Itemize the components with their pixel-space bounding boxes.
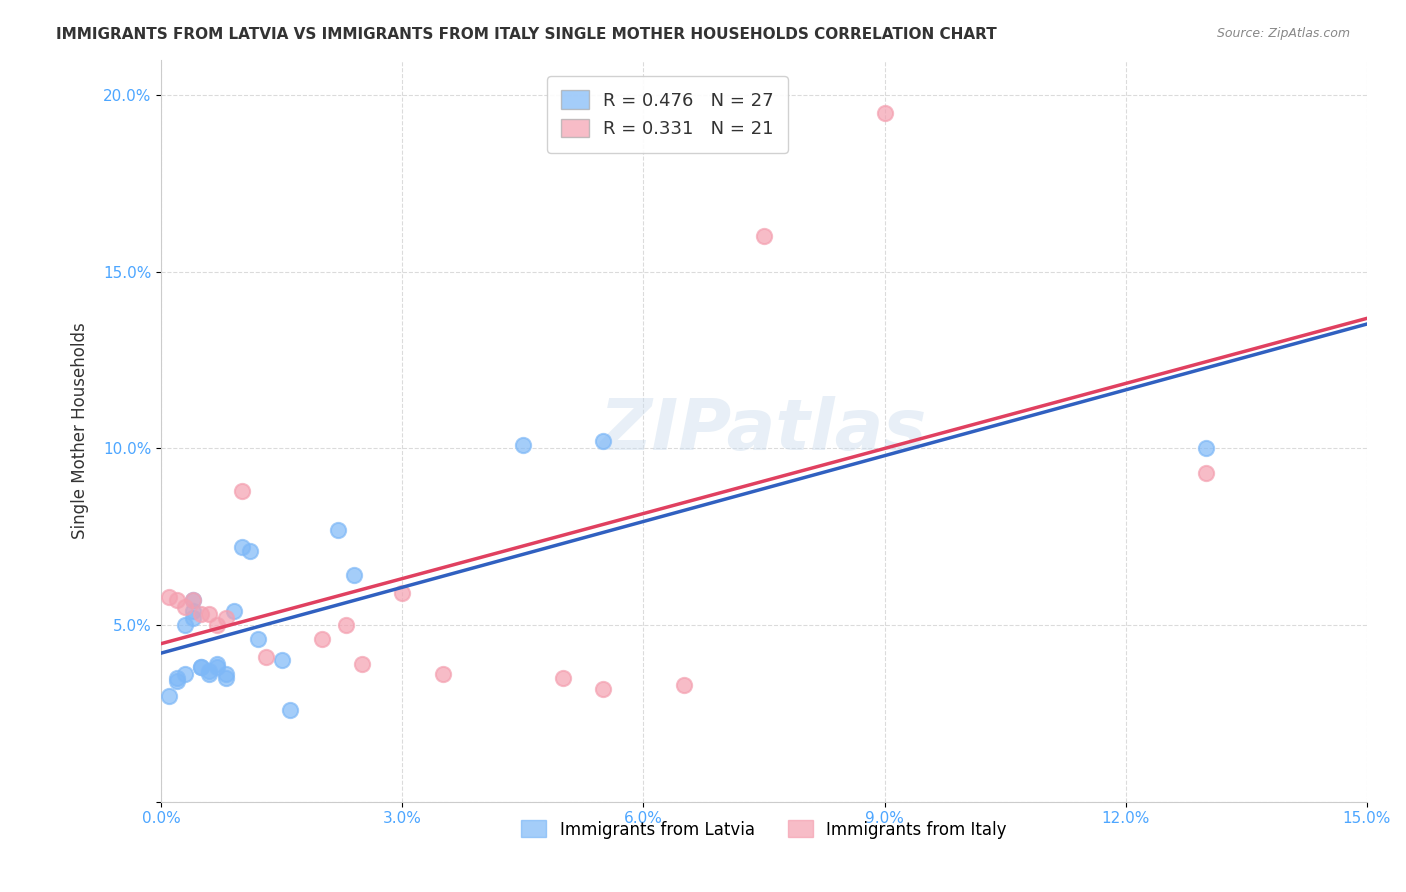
Point xyxy=(343,568,366,582)
Point xyxy=(254,649,277,664)
Point xyxy=(166,593,188,607)
Point xyxy=(183,611,205,625)
Point xyxy=(1195,442,1218,456)
Point xyxy=(198,607,221,622)
Point xyxy=(1195,466,1218,480)
Point xyxy=(391,586,413,600)
Point xyxy=(246,632,269,646)
Point xyxy=(222,604,245,618)
Point xyxy=(157,689,180,703)
Point xyxy=(326,523,349,537)
Point xyxy=(198,664,221,678)
Point xyxy=(207,618,229,632)
Point xyxy=(873,105,896,120)
Point xyxy=(231,540,253,554)
Point xyxy=(190,660,212,674)
Point xyxy=(352,657,374,671)
Point xyxy=(512,438,534,452)
Point xyxy=(207,657,229,671)
Point xyxy=(214,611,236,625)
Point xyxy=(214,667,236,681)
Text: IMMIGRANTS FROM LATVIA VS IMMIGRANTS FROM ITALY SINGLE MOTHER HOUSEHOLDS CORRELA: IMMIGRANTS FROM LATVIA VS IMMIGRANTS FRO… xyxy=(56,27,997,42)
Point xyxy=(174,667,197,681)
Point xyxy=(752,229,775,244)
Point xyxy=(270,653,292,667)
Y-axis label: Single Mother Households: Single Mother Households xyxy=(72,322,89,539)
Point xyxy=(278,703,301,717)
Point xyxy=(183,604,205,618)
Point xyxy=(183,593,205,607)
Point xyxy=(311,632,333,646)
Text: ZIPatlas: ZIPatlas xyxy=(600,396,928,465)
Point xyxy=(231,483,253,498)
Point xyxy=(157,590,180,604)
Point xyxy=(207,660,229,674)
Text: Source: ZipAtlas.com: Source: ZipAtlas.com xyxy=(1216,27,1350,40)
Point xyxy=(335,618,357,632)
Point xyxy=(174,618,197,632)
Point xyxy=(166,674,188,689)
Point xyxy=(198,667,221,681)
Point xyxy=(672,678,695,692)
Point xyxy=(166,671,188,685)
Point xyxy=(551,671,574,685)
Point xyxy=(592,434,614,449)
Point xyxy=(190,660,212,674)
Point xyxy=(592,681,614,696)
Legend: Immigrants from Latvia, Immigrants from Italy: Immigrants from Latvia, Immigrants from … xyxy=(515,814,1014,846)
Point xyxy=(183,593,205,607)
Point xyxy=(190,607,212,622)
Point xyxy=(239,543,262,558)
Point xyxy=(214,671,236,685)
Point xyxy=(432,667,454,681)
Point xyxy=(174,600,197,615)
